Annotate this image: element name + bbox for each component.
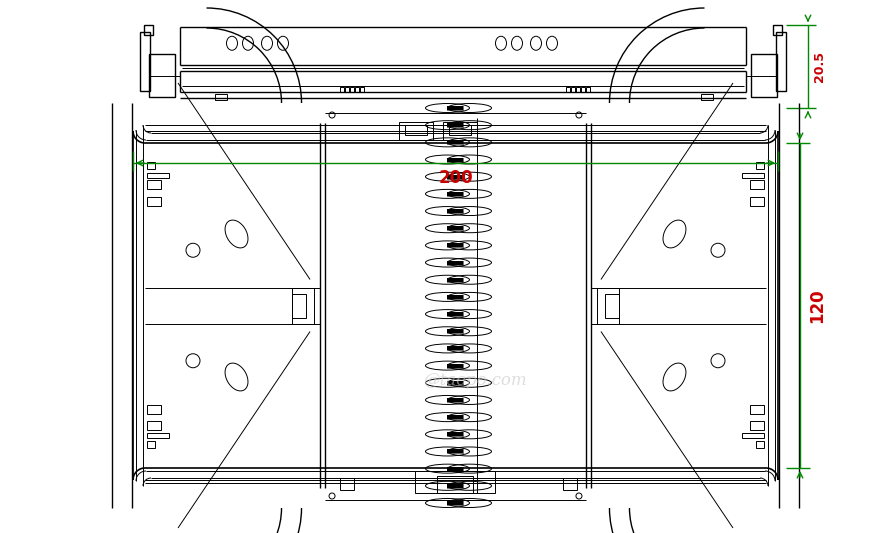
Bar	[755, 441, 763, 448]
Bar	[147, 173, 169, 177]
Text: 20.5: 20.5	[812, 51, 825, 82]
Bar	[581, 87, 585, 92]
Bar	[586, 87, 590, 92]
Bar	[447, 312, 463, 316]
Bar	[344, 87, 348, 92]
Bar	[139, 31, 150, 91]
Bar	[447, 346, 463, 350]
Text: @taepo.com: @taepo.com	[423, 372, 527, 389]
Bar	[447, 244, 463, 247]
Bar	[147, 405, 161, 414]
Bar	[576, 87, 579, 92]
Bar	[741, 432, 763, 438]
Bar	[447, 209, 463, 213]
Bar	[147, 432, 169, 438]
Bar	[562, 478, 577, 490]
Bar	[147, 161, 155, 169]
Bar	[447, 278, 463, 282]
Bar	[447, 329, 463, 333]
Bar	[447, 415, 463, 419]
Bar	[148, 54, 175, 97]
Bar	[291, 294, 306, 318]
Bar	[339, 87, 343, 92]
Bar	[772, 25, 781, 35]
Bar	[447, 432, 463, 437]
Bar	[447, 329, 463, 333]
Bar	[447, 261, 463, 264]
Bar	[447, 209, 463, 213]
Bar	[447, 501, 463, 505]
Bar	[350, 87, 353, 92]
Bar	[750, 54, 776, 97]
Bar	[447, 278, 463, 282]
Bar	[447, 398, 463, 402]
Bar	[596, 287, 619, 324]
Bar	[354, 87, 358, 92]
Bar	[340, 478, 354, 490]
Bar	[447, 398, 463, 402]
Bar	[447, 158, 463, 161]
Bar	[447, 381, 463, 385]
Bar	[447, 432, 463, 437]
Bar	[566, 87, 569, 92]
Bar	[447, 140, 463, 144]
Bar	[447, 175, 463, 179]
Bar	[447, 123, 463, 127]
Bar	[447, 467, 463, 471]
Bar	[749, 180, 763, 189]
Bar	[447, 106, 463, 110]
Bar	[447, 364, 463, 368]
Bar	[447, 484, 463, 488]
Bar	[749, 405, 763, 414]
Bar	[447, 140, 463, 144]
Text: 120: 120	[807, 288, 825, 323]
Bar	[447, 381, 463, 385]
Bar	[144, 25, 153, 35]
Bar	[447, 295, 463, 299]
Bar	[447, 484, 463, 488]
Bar	[291, 287, 314, 324]
Bar	[147, 197, 161, 206]
Bar	[447, 346, 463, 350]
Bar	[755, 161, 763, 169]
Bar	[147, 180, 161, 189]
Bar	[215, 94, 227, 100]
Bar	[147, 421, 161, 430]
Bar	[447, 501, 463, 505]
Bar	[604, 294, 619, 318]
Bar	[359, 87, 363, 92]
Bar	[447, 364, 463, 368]
Bar	[447, 449, 463, 454]
Bar	[443, 122, 477, 140]
Bar	[741, 173, 763, 177]
Bar	[447, 192, 463, 196]
Bar	[447, 226, 463, 230]
Bar	[447, 106, 463, 110]
Bar	[447, 244, 463, 247]
Bar	[437, 476, 473, 493]
Bar	[449, 125, 471, 135]
Bar	[447, 449, 463, 454]
Bar	[775, 31, 785, 91]
Bar	[447, 295, 463, 299]
Bar	[447, 261, 463, 264]
Bar	[447, 158, 463, 161]
Bar	[447, 467, 463, 471]
Bar	[700, 94, 713, 100]
Bar	[570, 87, 575, 92]
Bar	[447, 123, 463, 127]
Bar	[447, 226, 463, 230]
Bar	[447, 192, 463, 196]
Bar	[147, 441, 155, 448]
Bar	[447, 175, 463, 179]
Bar	[749, 421, 763, 430]
Bar	[447, 415, 463, 419]
Text: 200: 200	[438, 169, 472, 187]
Bar	[405, 125, 427, 135]
Bar	[447, 312, 463, 316]
Bar	[415, 471, 495, 493]
Bar	[399, 122, 433, 140]
Bar	[749, 197, 763, 206]
